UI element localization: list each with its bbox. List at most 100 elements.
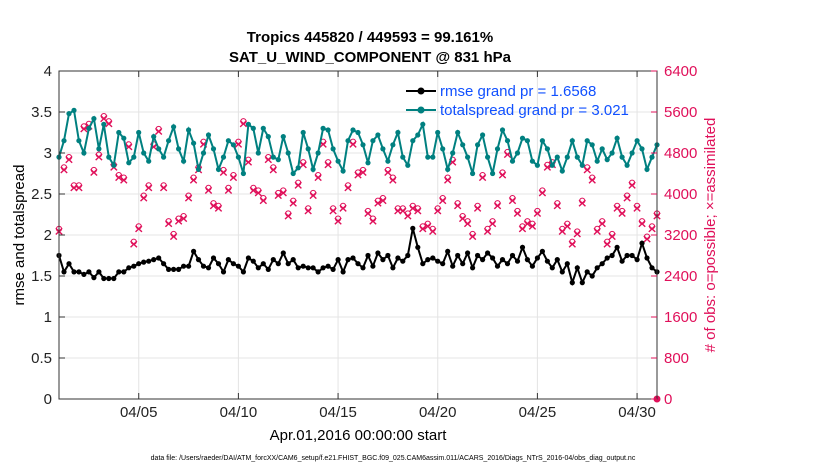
totalspread-point (514, 150, 521, 156)
totalspread-point (191, 140, 197, 146)
totalspread-point (490, 170, 496, 177)
totalspread-point (445, 166, 451, 172)
rmse-point (554, 257, 560, 263)
rmse-point (210, 255, 217, 261)
rmse-point (599, 261, 605, 267)
totalspread-point (420, 121, 426, 127)
totalspread-point (66, 111, 72, 117)
x-tick-label: 04/30 (618, 404, 656, 421)
obs-marker (583, 164, 591, 174)
obs-marker (488, 218, 497, 228)
rmse-point (604, 255, 610, 261)
obs-marker (528, 220, 537, 230)
rmse-point (61, 269, 67, 275)
obs-marker (453, 200, 462, 210)
obs-marker (159, 182, 168, 192)
obs-marker (588, 174, 596, 184)
totalspread-point (604, 157, 610, 163)
obs-marker (633, 202, 641, 212)
legend-rmse-marker (417, 87, 425, 95)
y-axis-right-label: # of obs: o=possible; ×=assimilated (702, 118, 719, 353)
obs-marker (120, 174, 128, 184)
rmse-point (544, 258, 551, 264)
obs-marker (369, 215, 377, 225)
totalspread-point (295, 165, 301, 171)
obs-marker (140, 192, 148, 202)
obs-marker (608, 230, 616, 241)
rmse-point (76, 269, 82, 275)
y-right-tick-label: 6400 (664, 63, 697, 80)
obs-marker (468, 230, 477, 241)
obs-marker (179, 212, 188, 223)
y-axis-left-label: rmse and totalspread (11, 165, 28, 306)
y-right-tick-label: 1600 (664, 309, 697, 326)
rmse-point (310, 265, 316, 271)
rmse-point (240, 269, 246, 275)
rmse-point (126, 265, 132, 271)
y-axis-right: 0 800 1600 2400 3200 4000 4800 5600 6400 (651, 63, 697, 408)
rmse-point (445, 248, 451, 254)
rmse-point (146, 258, 152, 264)
obs-marker (314, 171, 322, 182)
y-right-tick-label: 3200 (664, 227, 697, 244)
totalspread-point (475, 142, 481, 148)
y-right-tick-label: 4800 (664, 145, 697, 162)
totalspread-point (315, 150, 321, 156)
rmse-point (270, 257, 276, 263)
rmse-point (186, 263, 192, 269)
rmse-point (485, 250, 491, 256)
obs-marker (339, 202, 347, 212)
rmse-point (106, 275, 112, 282)
obs-marker (204, 184, 213, 194)
rmse-point (200, 263, 207, 269)
totalspread-point (589, 142, 595, 148)
totalspread-point (579, 162, 585, 168)
obs-marker (444, 174, 452, 184)
totalspread-point (335, 158, 341, 164)
totalspread-point (385, 158, 391, 164)
totalspread-point (370, 138, 376, 144)
totalspread-point (569, 138, 575, 144)
obs-marker (409, 202, 417, 212)
rmse-point (91, 275, 97, 281)
totalspread-point (480, 132, 486, 138)
rmse-point (574, 265, 580, 271)
rmse-point (81, 271, 87, 277)
obs-marker (359, 166, 367, 177)
rmse-point (116, 269, 122, 275)
rmse-point (420, 261, 426, 267)
rmse-point (395, 255, 401, 261)
rmse-point (365, 252, 371, 259)
totalspread-point (101, 121, 107, 127)
rmse-point (205, 265, 212, 271)
rmse-point (460, 261, 466, 267)
y-right-tick-label: 2400 (664, 268, 697, 285)
rmse-point (504, 261, 511, 267)
totalspread-point (106, 154, 112, 160)
rmse-point (121, 269, 127, 275)
totalspread-point (270, 154, 276, 160)
obs-marker (463, 218, 472, 228)
y-left-tick-label: 2.5 (31, 186, 52, 203)
totalspread-point (156, 146, 162, 152)
rmse-point (156, 255, 162, 261)
totalspread-point (61, 138, 67, 144)
totalspread-point (116, 129, 122, 136)
rmse-point (480, 257, 486, 263)
rmse-point (644, 255, 650, 261)
totalspread-point (340, 168, 346, 174)
totalspread-point (609, 150, 615, 156)
rmse-point (385, 252, 391, 259)
totalspread-point (171, 124, 177, 130)
rmse-point (220, 269, 227, 275)
obs-marker (638, 218, 646, 228)
x-axis: 04/05 04/10 04/15 04/20 04/25 04/30 (120, 71, 656, 421)
obs-marker (349, 138, 357, 148)
rmse-point (639, 240, 645, 246)
totalspread-point (440, 146, 446, 152)
obs-marker (65, 154, 73, 164)
rmse-point (166, 266, 172, 272)
obs-marker (478, 171, 487, 182)
obs-marker (60, 164, 68, 174)
rmse-point (529, 263, 536, 269)
